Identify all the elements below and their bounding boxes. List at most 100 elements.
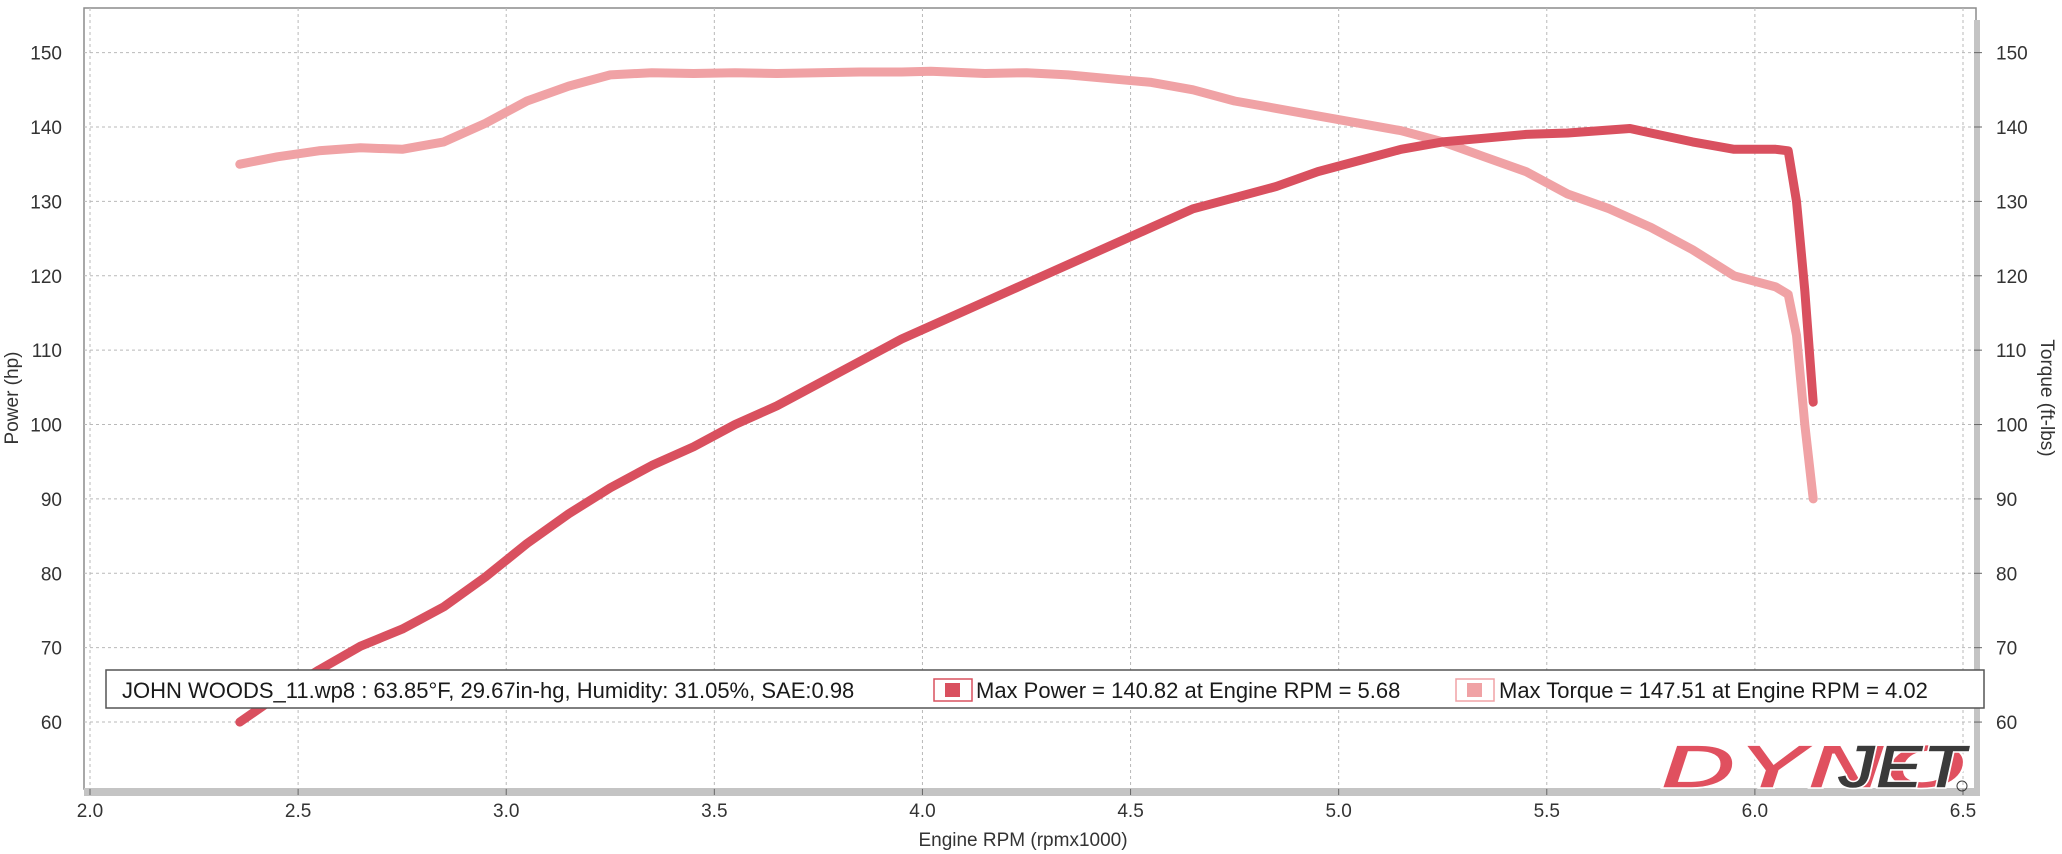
torque-data-point: [1064, 70, 1073, 79]
torque-data-point: [1809, 494, 1818, 503]
power-data-point: [1022, 279, 1031, 288]
torque-data-point: [1784, 290, 1793, 299]
torque-data-point: [1355, 119, 1364, 128]
torque-data-point: [856, 68, 864, 76]
power-data-point: [1626, 124, 1634, 133]
torque-data-point: [481, 119, 490, 128]
x-axis-title: Engine RPM (rpmx1000): [918, 830, 1127, 851]
torque-data-point: [398, 145, 407, 154]
legend: JOHN WOODS_11.wp8 : 63.85°F, 29.67in-hg,…: [105, 669, 1985, 709]
power-data-point: [1105, 242, 1114, 250]
torque-data-point: [1522, 167, 1530, 176]
power-data-point: [1688, 137, 1697, 146]
left-axis-tick-labels: 60 70 80 90 100 110 120 130 140 150: [30, 44, 62, 734]
torque-data-point: [1563, 190, 1572, 198]
x-tick-label: 3.5: [701, 801, 727, 822]
x-tick-label: 2.0: [77, 801, 103, 822]
left-tick-label: 130: [30, 192, 62, 213]
left-tick-label: 90: [41, 490, 62, 511]
power-data-point: [647, 461, 656, 470]
torque-data-point: [1792, 331, 1801, 340]
power-data-point: [689, 442, 698, 451]
x-tick-label: 6.0: [1742, 801, 1768, 822]
torque-data-point: [314, 146, 323, 155]
power-data-point: [1189, 204, 1197, 213]
torque-data-point: [980, 69, 989, 78]
power-data-point: [235, 718, 244, 727]
x-tick-label: 2.5: [285, 801, 311, 822]
series-group: [235, 66, 1818, 727]
power-data-point: [814, 379, 823, 388]
power-data-point: [1355, 156, 1364, 165]
power-data-point: [1272, 182, 1281, 191]
left-tick-label: 150: [30, 44, 62, 65]
left-tick-label: 60: [41, 713, 62, 734]
x-tick-label: 5.5: [1534, 801, 1560, 822]
grid-lines: [84, 8, 1982, 795]
torque-data-point: [647, 68, 656, 77]
power-data-point: [731, 420, 740, 429]
legend-max-power: Max Power = 140.82 at Engine RPM = 5.68: [976, 678, 1400, 703]
power-data-point: [1147, 223, 1156, 232]
power-data-point: [439, 602, 448, 611]
plot-right-shadow: [1974, 20, 1980, 796]
plot-bottom-shadow: [84, 788, 1978, 796]
power-data-point: [1646, 129, 1655, 137]
x-tick-label: 5.0: [1325, 801, 1351, 822]
torque-data-point: [926, 67, 935, 76]
x-tick-label: 6.5: [1950, 801, 1976, 822]
torque-data-point: [1105, 74, 1114, 83]
right-tick-label: 120: [1996, 267, 2028, 288]
left-tick-label: 100: [30, 416, 62, 437]
torque-data-point: [1230, 97, 1239, 105]
power-data-point: [772, 401, 781, 410]
power-data-point: [564, 509, 573, 518]
series-line-torque: [235, 66, 1818, 504]
torque-data-point: [731, 68, 740, 77]
power-data-point: [1563, 129, 1572, 137]
right-axis-title: Torque (ft-lbs): [2036, 339, 2057, 456]
power-data-point: [1522, 130, 1530, 139]
left-axis-title: Power (hp): [2, 352, 23, 445]
right-tick-label: 130: [1996, 192, 2028, 213]
power-data-point: [1064, 260, 1073, 269]
power-data-point: [356, 642, 365, 651]
torque-data-point: [1022, 68, 1031, 77]
left-tick-label: 80: [41, 564, 62, 585]
torque-data-point: [235, 160, 244, 169]
right-tick-label: 80: [1996, 564, 2017, 585]
right-tick-label: 110: [1996, 341, 2026, 362]
torque-data-point: [814, 68, 823, 77]
torque-data-point: [523, 97, 531, 105]
x-tick-label: 4.0: [909, 801, 935, 822]
power-data-point: [523, 539, 531, 548]
power-data-point: [1771, 145, 1780, 154]
power-data-point: [856, 357, 864, 366]
legend-torque-swatch: [1467, 683, 1482, 697]
torque-data-point: [772, 69, 781, 78]
power-data-point: [1480, 134, 1489, 143]
right-tick-label: 70: [1996, 639, 2017, 660]
dynojet-logo-text: DYNO: [1660, 733, 1966, 802]
torque-data-point: [1147, 78, 1156, 87]
dynojet-logo-text-jet: JET: [1836, 733, 1972, 802]
right-tick-label: 60: [1996, 713, 2017, 734]
torque-data-point: [1730, 271, 1739, 280]
torque-data-point: [1688, 245, 1697, 254]
torque-data-point: [897, 68, 906, 76]
power-data-point: [1605, 126, 1614, 134]
power-data-point: [1730, 145, 1739, 154]
x-tick-label: 4.5: [1117, 801, 1143, 822]
right-tick-label: 150: [1996, 44, 2028, 65]
legend-box: [105, 669, 1985, 709]
power-data-point: [1800, 286, 1809, 295]
torque-data-point: [564, 82, 573, 91]
left-tick-label: 70: [41, 639, 62, 660]
left-tick-label: 120: [30, 267, 62, 288]
torque-data-point: [1272, 104, 1281, 113]
torque-data-point: [273, 152, 282, 161]
left-tick-label: 140: [30, 118, 62, 139]
power-data-point: [1397, 145, 1406, 154]
right-tick-label: 90: [1996, 490, 2017, 511]
